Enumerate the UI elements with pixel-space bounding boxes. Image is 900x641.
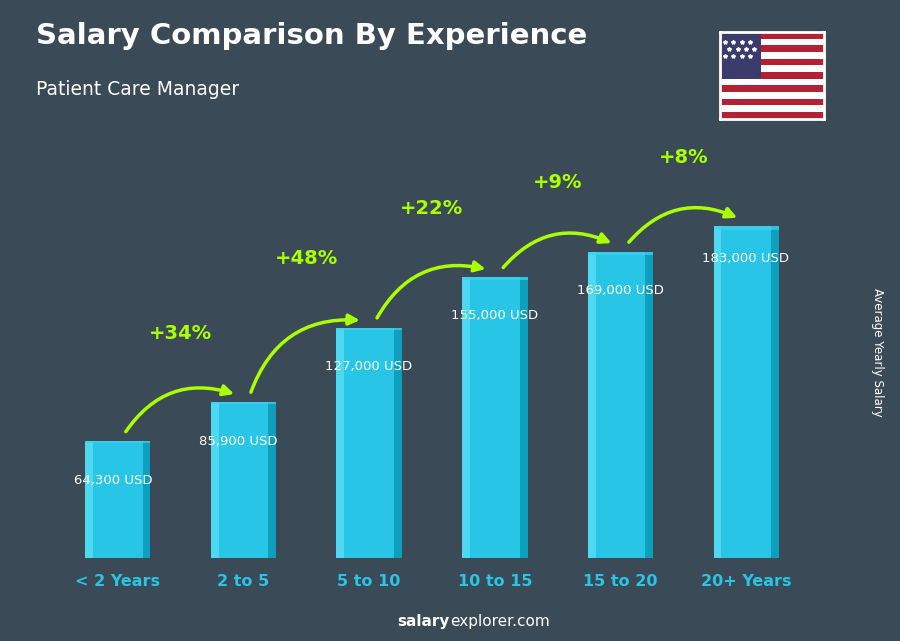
Text: +34%: +34% — [149, 324, 212, 343]
Bar — [211, 402, 276, 404]
Bar — [588, 251, 596, 558]
Bar — [720, 72, 824, 79]
Text: +48%: +48% — [274, 249, 338, 269]
Bar — [463, 277, 527, 558]
Bar — [337, 328, 401, 330]
Bar — [463, 277, 527, 280]
Bar — [720, 59, 824, 65]
Text: 127,000 USD: 127,000 USD — [325, 360, 412, 373]
Bar — [720, 105, 824, 112]
Bar — [720, 92, 824, 99]
Bar — [211, 402, 276, 558]
Bar — [720, 32, 824, 38]
Text: Patient Care Manager: Patient Care Manager — [36, 80, 239, 99]
Text: +9%: +9% — [533, 173, 582, 192]
Text: Average Yearly Salary: Average Yearly Salary — [871, 288, 884, 417]
Bar — [714, 226, 779, 230]
Bar — [720, 85, 824, 92]
Bar — [142, 441, 150, 558]
Bar — [720, 52, 824, 59]
Bar — [337, 328, 345, 558]
Text: Salary Comparison By Experience: Salary Comparison By Experience — [36, 22, 587, 51]
Text: 169,000 USD: 169,000 USD — [577, 284, 663, 297]
Bar — [463, 277, 470, 558]
Bar — [85, 441, 150, 442]
Bar — [720, 38, 824, 46]
Text: 183,000 USD: 183,000 USD — [702, 251, 789, 265]
Bar — [720, 46, 824, 52]
Bar — [337, 328, 401, 558]
Bar — [714, 226, 779, 558]
Bar — [720, 112, 824, 119]
Text: +8%: +8% — [659, 148, 708, 167]
Bar — [394, 328, 401, 558]
Text: 64,300 USD: 64,300 USD — [74, 474, 152, 487]
Bar — [771, 226, 779, 558]
Bar — [720, 99, 824, 105]
Bar — [268, 402, 276, 558]
Bar — [588, 251, 653, 255]
Text: salary: salary — [398, 615, 450, 629]
Text: 85,900 USD: 85,900 USD — [200, 435, 278, 447]
Bar — [519, 277, 527, 558]
Bar — [714, 226, 722, 558]
Bar — [720, 65, 824, 72]
Bar — [720, 32, 761, 79]
Text: 155,000 USD: 155,000 USD — [451, 310, 538, 322]
Bar — [85, 441, 150, 558]
Bar — [720, 79, 824, 85]
Bar — [588, 251, 653, 558]
Text: +22%: +22% — [400, 199, 464, 217]
Bar — [85, 441, 93, 558]
Text: explorer.com: explorer.com — [450, 615, 550, 629]
Bar — [645, 251, 653, 558]
Bar — [211, 402, 219, 558]
